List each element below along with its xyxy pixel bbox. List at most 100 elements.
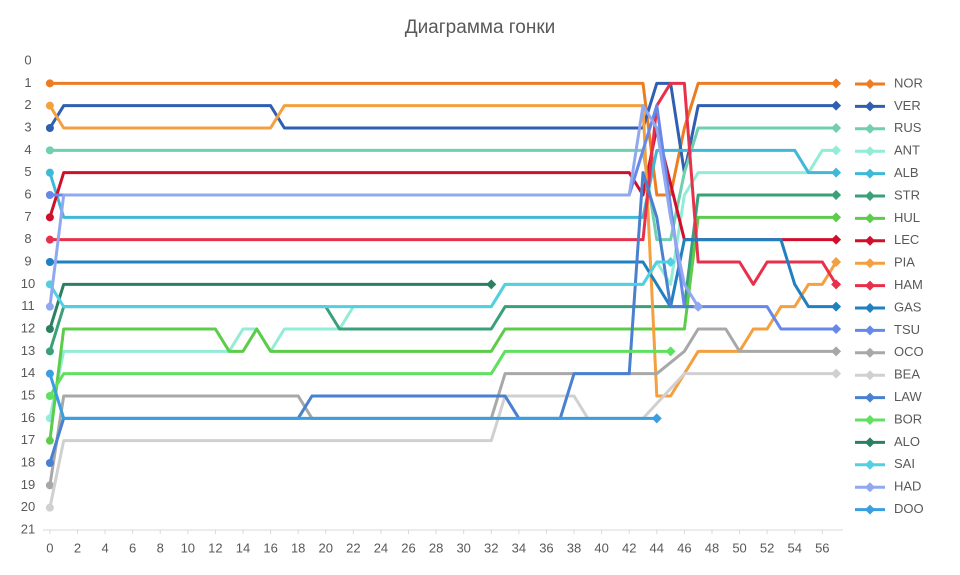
- legend-label: RUS: [894, 120, 922, 135]
- x-tick-label: 16: [263, 540, 277, 555]
- y-tick-label: 13: [21, 343, 35, 358]
- x-tick-label: 50: [732, 540, 746, 555]
- x-tick-label: 40: [594, 540, 608, 555]
- end-marker: [831, 100, 842, 111]
- legend-marker: [865, 392, 875, 403]
- y-tick-label: 15: [21, 387, 35, 402]
- legend-marker: [865, 482, 875, 493]
- y-tick-label: 11: [21, 298, 35, 313]
- x-tick-label: 26: [401, 540, 415, 555]
- y-tick-label: 17: [21, 432, 35, 447]
- y-tick-label: 5: [24, 164, 31, 179]
- start-marker: [45, 436, 54, 445]
- x-tick-label: 32: [484, 540, 498, 555]
- legend-label: HAD: [894, 479, 921, 494]
- legend-marker: [865, 101, 875, 112]
- y-tick-label: 2: [24, 97, 31, 112]
- legend-label: BOR: [894, 411, 922, 426]
- end-marker: [665, 257, 676, 267]
- x-tick-label: 36: [539, 540, 553, 555]
- start-marker: [45, 146, 54, 155]
- legend-marker: [865, 213, 875, 224]
- legend-label: VER: [894, 98, 921, 113]
- legend-marker: [865, 415, 875, 425]
- start-marker: [45, 191, 54, 199]
- start-marker: [45, 302, 54, 311]
- series-line: [48, 104, 700, 308]
- legend-marker: [865, 370, 875, 381]
- series-line: [48, 260, 671, 309]
- start-marker: [45, 79, 54, 88]
- end-marker: [665, 346, 676, 357]
- legend-marker: [865, 459, 875, 470]
- y-tick-label: 0: [24, 52, 31, 67]
- x-tick-label: 12: [208, 540, 222, 555]
- legend-label: OCO: [894, 344, 924, 359]
- x-tick-label: 22: [346, 540, 360, 555]
- y-tick-label: 12: [21, 320, 35, 335]
- y-tick-label: 6: [24, 186, 31, 201]
- series-line: [48, 373, 657, 420]
- y-tick-label: 14: [21, 365, 35, 380]
- x-tick-label: 10: [181, 540, 195, 555]
- legend-marker: [865, 280, 875, 291]
- end-marker: [831, 190, 842, 200]
- legend-label: PIA: [894, 255, 915, 270]
- x-tick-label: 38: [567, 540, 581, 555]
- legend-marker: [865, 191, 875, 201]
- start-marker: [45, 369, 54, 378]
- series-line: [49, 81, 837, 197]
- end-marker: [831, 324, 842, 334]
- legend-label: SAI: [894, 456, 915, 471]
- legend-label: LAW: [894, 389, 922, 404]
- y-tick-label: 1: [24, 75, 31, 90]
- series-line: [48, 148, 837, 219]
- y-tick-label: 8: [24, 231, 31, 246]
- x-tick-label: 28: [429, 540, 443, 555]
- x-tick-label: 4: [101, 540, 108, 555]
- series-line: [48, 372, 837, 508]
- legend-label: LEC: [894, 232, 919, 247]
- y-tick-label: 21: [21, 521, 35, 536]
- series-line: [48, 282, 492, 330]
- legend-label: ALO: [894, 434, 920, 449]
- x-tick-label: 0: [46, 540, 53, 555]
- start-marker: [45, 459, 54, 467]
- series-line: [48, 349, 671, 397]
- legend-label: NOR: [894, 75, 923, 90]
- y-tick-label: 20: [21, 499, 35, 514]
- x-tick-label: 14: [236, 540, 250, 555]
- series-line: [48, 215, 837, 441]
- legend-label: BEA: [894, 367, 920, 382]
- start-marker: [45, 325, 54, 333]
- x-tick-label: 52: [760, 540, 774, 555]
- legend-label: ALB: [894, 165, 919, 180]
- start-marker: [45, 124, 54, 132]
- series-line: [49, 81, 838, 286]
- legend-label: DOO: [894, 501, 924, 516]
- end-marker: [831, 368, 842, 379]
- start-marker: [45, 481, 54, 490]
- y-tick-label: 7: [24, 209, 31, 224]
- start-marker: [45, 168, 54, 177]
- legend-marker: [865, 347, 875, 358]
- legend-marker: [865, 504, 875, 515]
- legend-label: HAM: [894, 277, 923, 292]
- end-marker: [831, 279, 842, 290]
- legend-marker: [865, 303, 875, 313]
- start-marker: [45, 258, 54, 266]
- start-marker: [45, 503, 54, 512]
- start-marker: [45, 347, 54, 356]
- series-line: [49, 238, 837, 309]
- legend-label: STR: [894, 187, 920, 202]
- y-tick-label: 16: [21, 410, 35, 425]
- legend-label: TSU: [894, 322, 920, 337]
- y-tick-label: 3: [24, 119, 31, 134]
- end-marker: [831, 78, 842, 89]
- start-marker: [45, 101, 54, 110]
- x-tick-label: 20: [319, 540, 333, 555]
- legend-label: GAS: [894, 299, 922, 314]
- x-tick-label: 42: [622, 540, 636, 555]
- y-tick-label: 4: [24, 142, 31, 157]
